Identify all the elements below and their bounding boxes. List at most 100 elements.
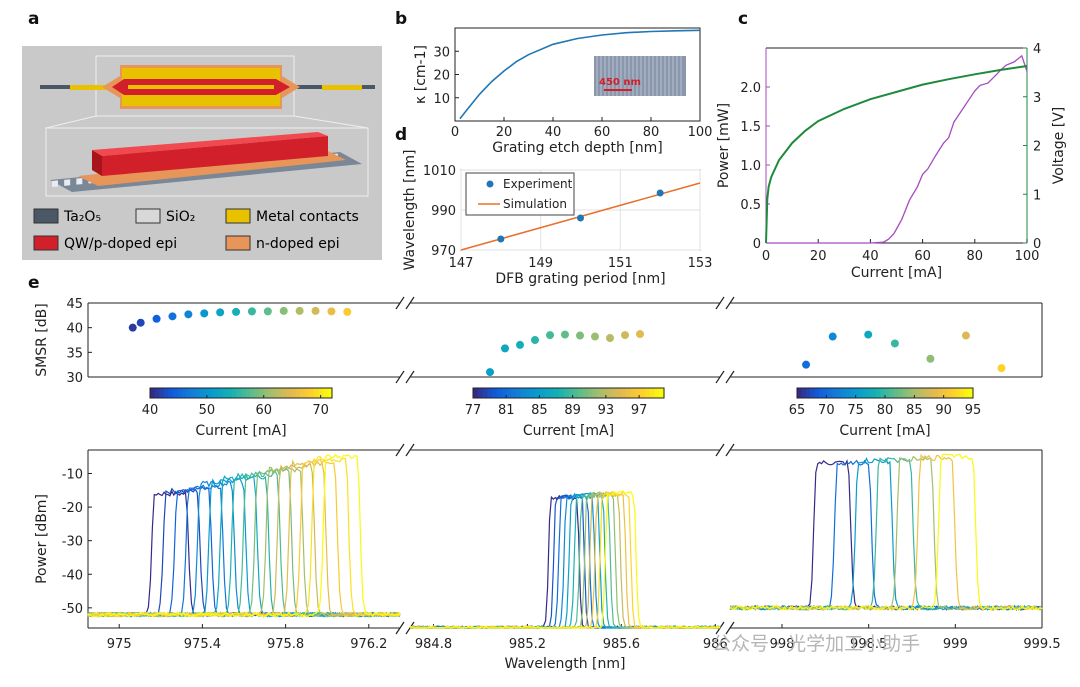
- colorbar-segment: [601, 388, 608, 398]
- scale-bar-label: 450 nm: [599, 77, 641, 88]
- axis-break-mark: [405, 296, 415, 310]
- spectrum-trace: [729, 458, 1043, 611]
- y-axis-label: Wavelength [nm]: [402, 150, 418, 271]
- colorbar-segment: [880, 388, 886, 398]
- colorbar-tick-label: 97: [631, 403, 648, 418]
- spectra-x-tick-label: 998.5: [850, 637, 887, 652]
- colorbar-segment: [530, 388, 536, 398]
- colorbar-segment: [322, 388, 329, 398]
- colorbar-segment: [606, 388, 613, 398]
- spectrum-trace: [409, 491, 721, 629]
- colorbar-segment: [573, 388, 579, 398]
- spectrum-trace: [87, 453, 401, 618]
- legend-qw: QW/p-doped epi: [33, 235, 177, 252]
- y-tick-label: 2.0: [740, 81, 761, 96]
- spectrum-trace: [409, 491, 721, 629]
- colorbar-segment: [186, 388, 192, 398]
- colorbar-segment: [841, 388, 846, 398]
- power-y-axis-label: Power [dBm]: [34, 494, 50, 584]
- colorbar-tick-label: 81: [498, 403, 515, 418]
- smsr-point: [343, 307, 352, 316]
- legend-sio2: SiO₂: [135, 208, 195, 225]
- colorbar-segment: [549, 388, 555, 398]
- colorbar-segment: [558, 388, 565, 398]
- colorbar-segment: [625, 388, 632, 398]
- spectrum-trace: [729, 453, 1043, 611]
- colorbar-segment: [477, 388, 484, 398]
- colorbar-segment: [867, 388, 873, 398]
- smsr-point: [890, 339, 899, 348]
- x-axis-label: DFB grating period [nm]: [495, 271, 665, 287]
- device-illustration: Ta₂O₅ SiO₂ Metal contacts QW/p-doped epi…: [22, 46, 382, 260]
- spectrum-trace: [88, 478, 401, 618]
- smsr-point: [311, 306, 320, 315]
- colorbar-segment: [955, 388, 961, 398]
- colorbar-segment: [295, 388, 301, 398]
- smsr-point: [136, 318, 145, 327]
- y-tick-label: 970: [431, 244, 456, 259]
- spectrum-trace: [87, 458, 401, 618]
- kappa-curve: [459, 29, 701, 120]
- smsr-point: [621, 331, 629, 340]
- legend-metal: Metal contacts: [225, 208, 359, 225]
- legend-label-ndoped: n-doped epi: [256, 236, 340, 252]
- colorbar-segment: [539, 388, 546, 398]
- x-tick-label: 20: [810, 249, 827, 264]
- spectrum-trace: [87, 459, 401, 618]
- colorbar-segment: [964, 388, 970, 398]
- colorbar-segment: [937, 388, 943, 398]
- colorbar-segment: [630, 388, 636, 398]
- smsr-point: [295, 306, 304, 315]
- colorbar-segment: [933, 388, 939, 398]
- colorbar-label: Current [mA]: [195, 423, 286, 439]
- colorbar-segment: [154, 388, 160, 398]
- colorbar-segment: [578, 388, 584, 398]
- smsr-point: [636, 330, 644, 339]
- colorbar-segment: [263, 388, 269, 398]
- colorbar-segment: [810, 388, 816, 398]
- x-tick-label: 60: [914, 249, 931, 264]
- spectrum-trace: [410, 491, 721, 629]
- power-y-tick-label: -40: [62, 568, 83, 583]
- legend-swatch-metal: [225, 208, 251, 224]
- colorbar-segment: [942, 388, 948, 398]
- smsr-point: [531, 336, 539, 344]
- spectrum-trace: [409, 493, 721, 629]
- y2-axis-label: Voltage [V]: [1051, 107, 1067, 184]
- colorbar-segment: [951, 388, 956, 398]
- colorbar-segment: [592, 388, 598, 398]
- spectrum-trace: [87, 462, 401, 618]
- colorbar-segment: [496, 388, 503, 398]
- smsr-point: [263, 307, 272, 316]
- x-tick-label: 20: [496, 125, 513, 140]
- colorbar-segment: [520, 388, 527, 398]
- colorbar-segment: [515, 388, 522, 398]
- watermark: 公众号 · 光学加工小助手: [712, 633, 920, 655]
- colorbar-tick-label: 75: [847, 403, 864, 418]
- colorbar-segment: [177, 388, 183, 398]
- colorbar-tick-label: 50: [199, 403, 216, 418]
- grating-tooth: [52, 180, 58, 187]
- spectra-x-tick-label: 975: [107, 637, 132, 652]
- experiment-point: [577, 214, 584, 222]
- spectra-x-tick-label: 975.4: [184, 637, 221, 652]
- legend-ndoped: n-doped epi: [225, 235, 340, 252]
- metal-contact-left: [70, 85, 110, 90]
- colorbar-tick-label: 40: [142, 403, 159, 418]
- colorbar-segment: [819, 388, 824, 398]
- smsr-point: [561, 330, 569, 339]
- x-tick-label: 0: [451, 125, 459, 140]
- spectrum-trace: [729, 455, 1043, 612]
- x-tick-label: 149: [528, 256, 553, 271]
- colorbar-frame: [472, 387, 665, 399]
- x-tick-label: 147: [449, 256, 474, 271]
- smsr-point: [828, 332, 837, 341]
- colorbar-segment: [241, 388, 247, 398]
- panel-letter-a: a: [28, 9, 39, 29]
- metal-contact-right: [322, 85, 362, 90]
- colorbar-segment: [327, 388, 333, 398]
- experiment-point: [497, 235, 505, 243]
- colorbar-segment: [611, 388, 617, 398]
- colorbar-segment: [309, 388, 315, 398]
- smsr-point: [168, 312, 177, 321]
